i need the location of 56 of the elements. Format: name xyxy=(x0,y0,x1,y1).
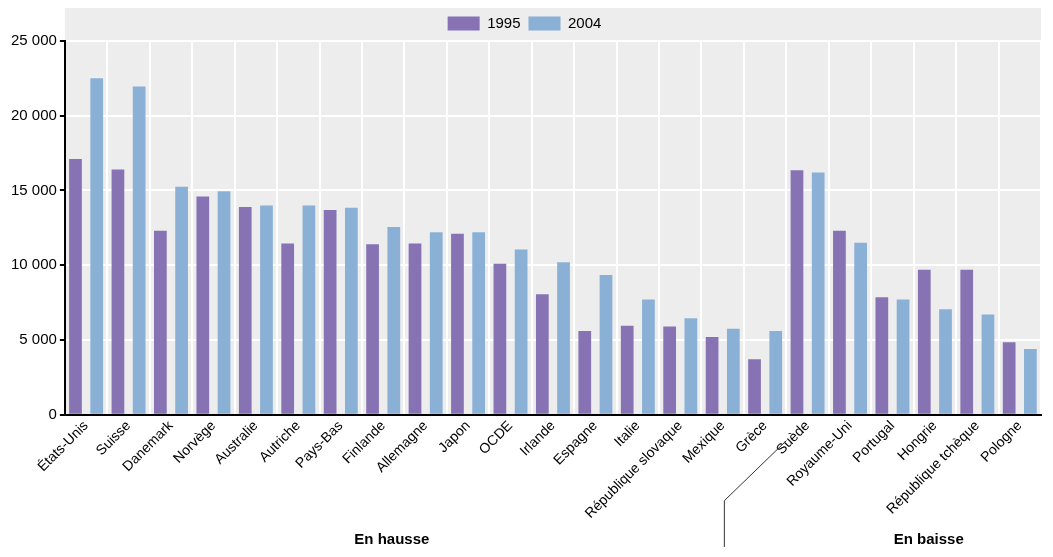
y-tick-label: 20 000 xyxy=(10,105,57,123)
bar xyxy=(493,263,507,414)
bar xyxy=(1024,348,1037,414)
bar xyxy=(281,243,295,414)
text: En baisse xyxy=(893,529,964,547)
bar xyxy=(748,359,761,414)
bar xyxy=(578,330,592,414)
y-tick-label: 15 000 xyxy=(10,180,57,198)
bar xyxy=(854,242,867,414)
y-tick-label: 5 000 xyxy=(19,330,57,348)
bar xyxy=(620,325,634,414)
bar xyxy=(344,207,358,414)
bar xyxy=(302,205,316,414)
bar xyxy=(472,232,486,414)
legend-label: 2004 xyxy=(568,13,602,31)
bar xyxy=(939,309,952,414)
bar xyxy=(260,205,273,414)
bar xyxy=(1002,342,1016,414)
bar xyxy=(960,269,974,414)
bar xyxy=(684,318,698,414)
bar xyxy=(663,326,677,414)
bar xyxy=(599,274,613,414)
bar xyxy=(154,230,167,414)
bar xyxy=(175,186,188,414)
bar xyxy=(514,249,528,414)
legend-label: 1995 xyxy=(487,13,521,31)
bar xyxy=(557,262,570,414)
bar xyxy=(69,159,82,414)
bar xyxy=(323,209,337,414)
text: En hausse xyxy=(354,529,430,547)
bar xyxy=(408,243,422,414)
bar xyxy=(217,191,231,414)
bar xyxy=(535,294,549,414)
bar xyxy=(875,297,889,414)
bar xyxy=(90,78,104,414)
bar xyxy=(896,299,910,414)
y-tick-label: 25 000 xyxy=(10,31,57,49)
y-tick-label: 10 000 xyxy=(10,255,57,273)
bar xyxy=(811,172,825,414)
bar xyxy=(238,206,252,414)
bar xyxy=(366,244,379,414)
bar xyxy=(642,299,655,414)
bar xyxy=(726,328,740,414)
bar xyxy=(790,170,804,414)
y-tick-label: 0 xyxy=(48,404,57,422)
bar xyxy=(429,232,443,414)
bar xyxy=(981,314,995,414)
bar xyxy=(451,233,464,414)
bar xyxy=(769,330,783,414)
bar xyxy=(833,230,846,414)
bar xyxy=(196,196,210,414)
bar xyxy=(132,86,146,414)
bar xyxy=(705,336,719,414)
bar xyxy=(111,169,125,414)
bar xyxy=(387,227,401,414)
bar xyxy=(917,269,931,414)
